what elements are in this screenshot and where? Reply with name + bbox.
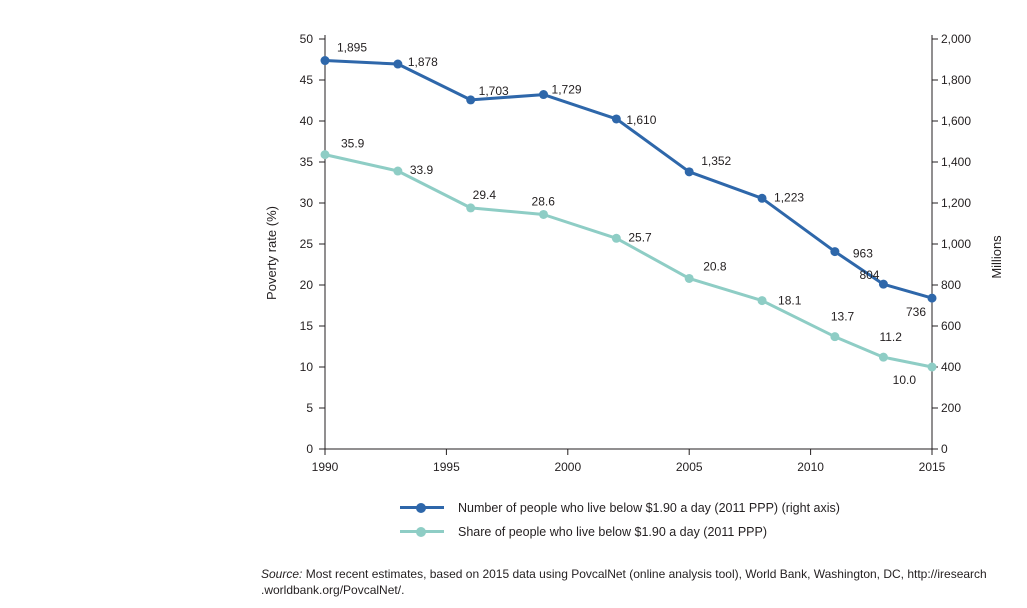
data-point (466, 95, 476, 105)
data-label: 10.0 (893, 373, 917, 387)
data-point (611, 114, 621, 124)
y2-tick-label: 1,000 (941, 237, 971, 251)
legend-item-number: Number of people who live below $1.90 a … (400, 496, 840, 520)
data-label: 1,352 (701, 154, 731, 168)
y-tick-label: 35 (300, 155, 314, 169)
y-tick-label: 40 (300, 114, 314, 128)
y2-tick-label: 1,400 (941, 155, 971, 169)
data-point (393, 166, 403, 176)
source-text: Most recent estimates, based on 2015 dat… (305, 567, 987, 581)
y-tick-label: 15 (300, 319, 314, 333)
y2-tick-label: 1,600 (941, 114, 971, 128)
y-tick-label: 5 (306, 401, 313, 415)
data-label: 35.9 (341, 137, 365, 151)
series-points (320, 56, 937, 372)
data-point (757, 193, 767, 203)
data-label: 1,729 (552, 83, 582, 97)
y2-tick-label: 2,000 (941, 32, 971, 46)
data-point (320, 150, 330, 160)
data-label: 33.9 (410, 163, 434, 177)
data-point (927, 293, 937, 303)
chart-axes: 0 5 10 15 20 25 30 35 40 45 50 0 200 400 600 800 1,000 1,… (300, 32, 972, 474)
series-lines (324, 59, 933, 369)
data-point (757, 296, 767, 306)
data-label: 20.8 (703, 259, 727, 273)
data-point (539, 90, 549, 100)
poverty-chart: 0 5 10 15 20 25 30 35 40 45 50 0 200 400 600 800 1,000 1,… (264, 32, 1004, 474)
y2-tick-label: 0 (941, 442, 948, 456)
data-point (539, 209, 549, 219)
x-tick-label: 2005 (676, 460, 703, 474)
y-tick-label: 25 (300, 237, 314, 251)
data-point (878, 279, 888, 289)
y-tick-label: 0 (306, 442, 313, 456)
legend-swatch-share (400, 525, 444, 539)
data-label: 13.7 (831, 310, 855, 324)
y2-tick-label: 1,800 (941, 73, 971, 87)
data-point (320, 56, 330, 66)
y2-tick-label: 600 (941, 319, 961, 333)
data-label: 1,703 (479, 84, 509, 98)
legend-item-share: Share of people who live below $1.90 a d… (400, 520, 840, 544)
data-label: 963 (853, 247, 873, 261)
x-tick-label: 2000 (554, 460, 581, 474)
data-label: 1,878 (408, 55, 438, 69)
y-tick-label: 50 (300, 32, 314, 46)
data-point (927, 362, 937, 372)
x-tick-label: 1990 (312, 460, 339, 474)
data-label: 1,610 (626, 113, 656, 127)
data-label: 804 (859, 268, 879, 282)
y-tick-label: 20 (300, 278, 314, 292)
x-tick-label: 1995 (433, 460, 460, 474)
legend-label-share: Share of people who live below $1.90 a d… (458, 525, 767, 539)
series-line-1 (324, 153, 933, 369)
y-tick-label: 30 (300, 196, 314, 210)
chart-legend: Number of people who live below $1.90 a … (400, 496, 840, 544)
data-label: 18.1 (778, 294, 802, 308)
y2-tick-label: 800 (941, 278, 961, 292)
legend-swatch-number (400, 501, 444, 515)
data-label: 11.2 (879, 330, 902, 344)
y2-tick-label: 400 (941, 360, 961, 374)
y2-tick-label: 200 (941, 401, 961, 415)
data-point (878, 352, 888, 362)
y2-tick-label: 1,200 (941, 196, 971, 210)
y-tick-label: 10 (300, 360, 314, 374)
source-label: Source: (261, 567, 303, 581)
data-label: 28.6 (532, 194, 556, 208)
source-note: Source: Most recent estimates, based on … (261, 566, 1016, 598)
legend-label-number: Number of people who live below $1.90 a … (458, 501, 840, 515)
data-point (393, 59, 403, 69)
data-label: 736 (906, 305, 926, 319)
x-tick-label: 2010 (797, 460, 824, 474)
y2-axis-title: Millions (989, 235, 1004, 279)
data-point (830, 332, 840, 342)
data-label: 1,895 (337, 41, 367, 55)
data-label: 25.7 (628, 230, 652, 244)
data-point (611, 233, 621, 243)
y-axis-title: Poverty rate (%) (264, 206, 279, 300)
data-labels: 1,895 1,878 1,703 1,729 1,610 1,352 1,223 963 80… (337, 41, 926, 387)
data-point (830, 247, 840, 257)
y-tick-label: 45 (300, 73, 314, 87)
source-text-2: .worldbank.org/PovcalNet/. (261, 583, 405, 597)
data-point (684, 167, 694, 177)
data-label: 29.4 (473, 188, 497, 202)
series-line-0 (324, 59, 933, 300)
data-point (684, 273, 694, 283)
x-tick-label: 2015 (919, 460, 946, 474)
data-label: 1,223 (774, 190, 804, 204)
data-point (466, 203, 476, 213)
